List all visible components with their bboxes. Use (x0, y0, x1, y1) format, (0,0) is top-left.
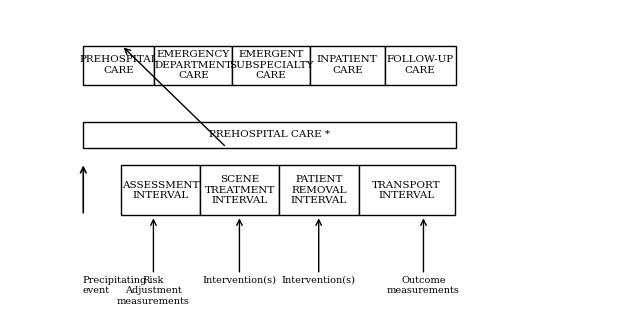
Text: PREHOSPITAL CARE *: PREHOSPITAL CARE * (209, 130, 330, 139)
Bar (200, 165, 279, 215)
Bar (310, 45, 384, 85)
Bar (232, 45, 310, 85)
Text: TRANSPORT
INTERVAL: TRANSPORT INTERVAL (373, 181, 441, 200)
Bar (279, 165, 358, 215)
Text: Outcome
measurements: Outcome measurements (387, 276, 460, 295)
Bar (358, 165, 454, 215)
Text: FOLLOW-UP
CARE: FOLLOW-UP CARE (386, 55, 454, 75)
Text: EMERGENCY
DEPARTMENT
CARE: EMERGENCY DEPARTMENT CARE (154, 50, 232, 80)
Text: SCENE
TREATMENT
INTERVAL: SCENE TREATMENT INTERVAL (205, 175, 275, 205)
Text: Risk
Adjustment
measurements: Risk Adjustment measurements (117, 276, 190, 306)
Text: EMERGENT
SUBSPECIALTY
CARE: EMERGENT SUBSPECIALTY CARE (229, 50, 313, 80)
Text: PREHOSPITAL
CARE: PREHOSPITAL CARE (79, 55, 158, 75)
Text: Intervention(s): Intervention(s) (281, 276, 356, 285)
Text: PATIENT
REMOVAL
INTERVAL: PATIENT REMOVAL INTERVAL (291, 175, 347, 205)
Text: Precipitating
event: Precipitating event (82, 276, 146, 295)
Text: Intervention(s): Intervention(s) (202, 276, 277, 285)
Bar (154, 45, 232, 85)
Bar (83, 45, 154, 85)
Bar (83, 122, 456, 147)
Bar (121, 165, 200, 215)
Bar (384, 45, 456, 85)
Text: ASSESSMENT
INTERVAL: ASSESSMENT INTERVAL (122, 181, 199, 200)
Text: INPATIENT
CARE: INPATIENT CARE (317, 55, 378, 75)
